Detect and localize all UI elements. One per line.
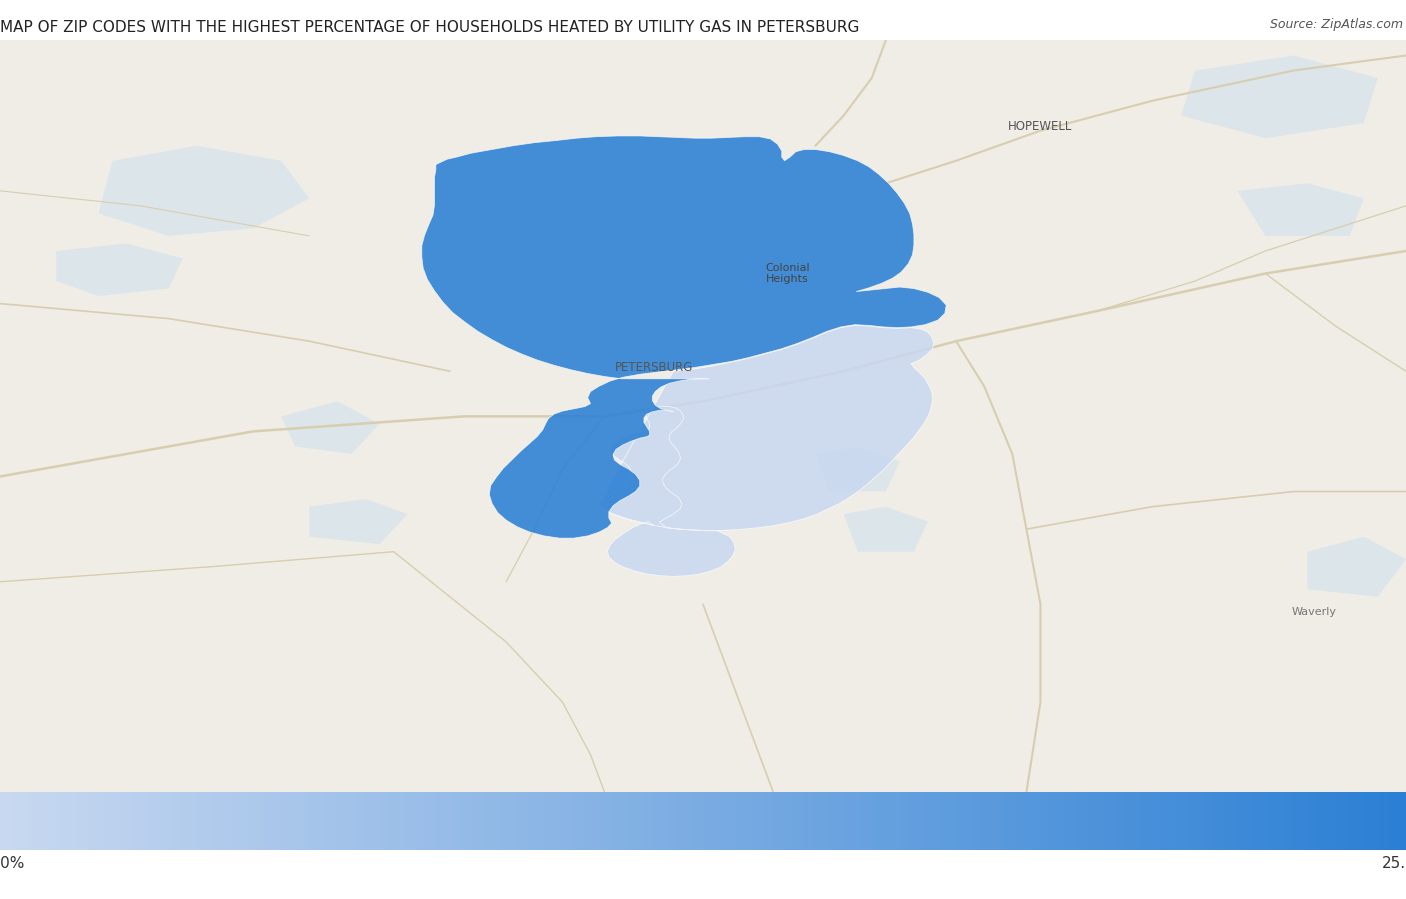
Polygon shape — [815, 447, 900, 492]
Polygon shape — [1237, 183, 1364, 236]
Polygon shape — [599, 325, 934, 576]
Polygon shape — [1181, 56, 1378, 138]
Polygon shape — [1308, 537, 1406, 597]
Text: HOPEWELL: HOPEWELL — [1008, 120, 1073, 133]
Polygon shape — [422, 136, 946, 539]
Text: MAP OF ZIP CODES WITH THE HIGHEST PERCENTAGE OF HOUSEHOLDS HEATED BY UTILITY GAS: MAP OF ZIP CODES WITH THE HIGHEST PERCEN… — [0, 20, 859, 35]
Polygon shape — [844, 506, 928, 552]
Polygon shape — [98, 146, 309, 236]
Text: PETERSBURG: PETERSBURG — [614, 361, 693, 374]
Polygon shape — [56, 244, 183, 296]
Text: Colonial
Heights: Colonial Heights — [765, 263, 810, 284]
Polygon shape — [309, 499, 408, 544]
Text: Waverly: Waverly — [1292, 607, 1337, 617]
Polygon shape — [281, 401, 380, 454]
Text: Source: ZipAtlas.com: Source: ZipAtlas.com — [1270, 19, 1403, 31]
